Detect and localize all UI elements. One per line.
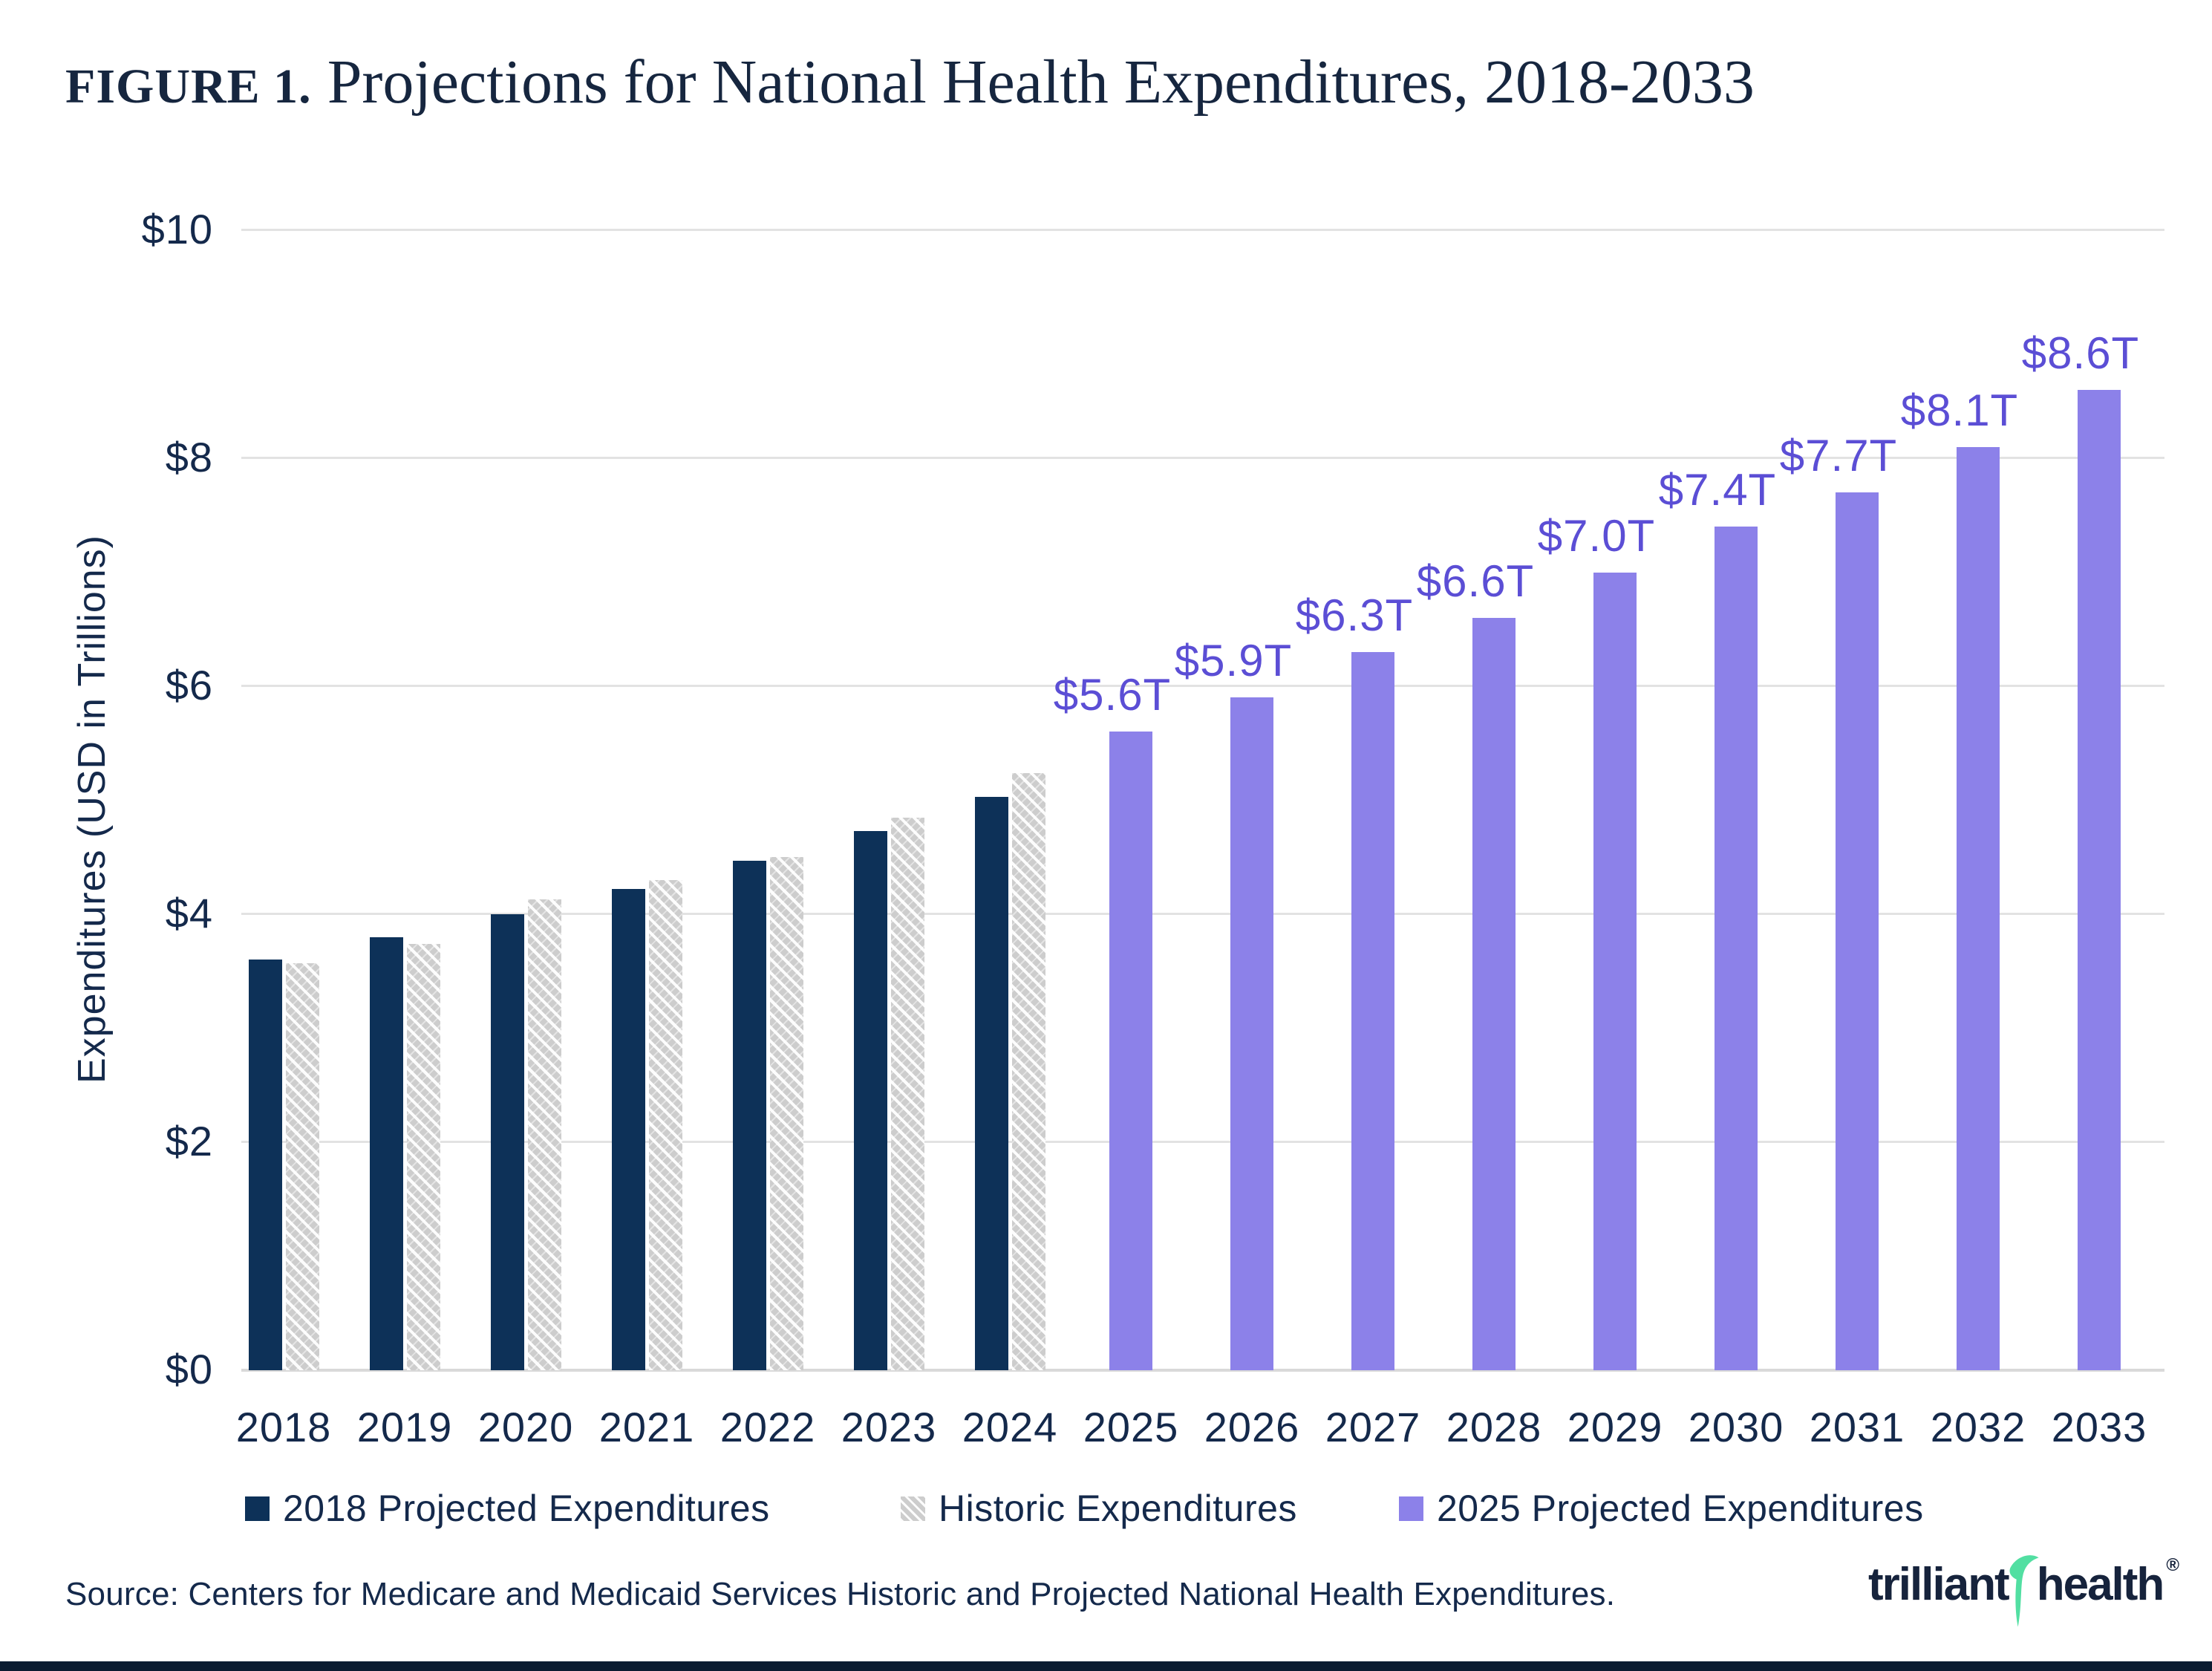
bar-2018-projected-2018 xyxy=(248,960,282,1370)
x-tick-2032: 2032 xyxy=(1930,1404,2026,1450)
bar-2018-projected-2024 xyxy=(974,796,1008,1370)
x-tick-2031: 2031 xyxy=(1809,1404,1905,1450)
data-label-2026: $5.9T xyxy=(1174,636,1293,686)
x-tick-2025: 2025 xyxy=(1083,1404,1179,1450)
data-label-2033: $8.6T xyxy=(2021,328,2140,378)
legend-swatch-purple xyxy=(1399,1496,1423,1521)
trilliant-health-logo: trilliant health ® xyxy=(1868,1554,2179,1627)
data-label-2025: $5.6T xyxy=(1053,670,1172,720)
x-tick-2018: 2018 xyxy=(235,1404,332,1450)
footer-accent-bar xyxy=(0,1661,2212,1671)
data-label-2030: $7.4T xyxy=(1658,465,1777,515)
gridline-8 xyxy=(241,457,2164,459)
y-tick-2: $2 xyxy=(165,1118,213,1165)
bar-2018-projected-2020 xyxy=(490,914,524,1370)
bar-historic-2018 xyxy=(285,963,319,1370)
x-tick-2028: 2028 xyxy=(1446,1404,1542,1450)
bar-2025-projected-2031 xyxy=(1836,492,1879,1370)
legend-swatch-navy xyxy=(245,1496,270,1521)
data-label-2027: $6.3T xyxy=(1295,590,1414,640)
y-tick-8: $8 xyxy=(165,434,213,481)
x-tick-2030: 2030 xyxy=(1688,1404,1784,1450)
gridline-4 xyxy=(241,913,2164,915)
bar-2025-projected-2025 xyxy=(1109,732,1152,1370)
legend-item-navy: 2018 Projected Expenditures xyxy=(245,1487,770,1530)
x-tick-2026: 2026 xyxy=(1204,1404,1300,1450)
gridline-6 xyxy=(241,685,2164,687)
bar-2025-projected-2033 xyxy=(2078,389,2121,1370)
logo-word-trilliant: trilliant xyxy=(1868,1559,2010,1610)
bar-2018-projected-2022 xyxy=(732,860,766,1370)
legend-label: 2025 Projected Expenditures xyxy=(1437,1488,1924,1529)
bar-2025-projected-2029 xyxy=(1593,572,1637,1370)
bar-historic-2021 xyxy=(648,879,682,1370)
legend-label: Historic Expenditures xyxy=(939,1488,1297,1529)
bar-2025-projected-2030 xyxy=(1715,527,1758,1370)
legend-label: 2018 Projected Expenditures xyxy=(283,1488,770,1529)
bar-historic-2022 xyxy=(769,857,803,1370)
bar-2018-projected-2021 xyxy=(611,889,645,1370)
x-tick-2022: 2022 xyxy=(720,1404,816,1450)
logo-swoosh-icon xyxy=(2009,1554,2039,1627)
bar-2018-projected-2019 xyxy=(369,937,403,1370)
gridline-2 xyxy=(241,1141,2164,1143)
bar-2018-projected-2023 xyxy=(853,830,887,1370)
legend-item-purple: 2025 Projected Expenditures xyxy=(1399,1487,1924,1530)
x-tick-2027: 2027 xyxy=(1325,1404,1421,1450)
legend-item-hatch: Historic Expenditures xyxy=(901,1487,1297,1530)
bar-2025-projected-2032 xyxy=(1957,446,2000,1370)
x-tick-2019: 2019 xyxy=(356,1404,453,1450)
y-tick-4: $4 xyxy=(165,890,213,937)
x-tick-2024: 2024 xyxy=(962,1404,1058,1450)
figure-title: FIGURE 1. Projections for National Healt… xyxy=(65,46,1755,118)
x-tick-2020: 2020 xyxy=(477,1404,574,1450)
legend-swatch-hatch xyxy=(901,1496,925,1521)
x-tick-2021: 2021 xyxy=(598,1404,695,1450)
bar-historic-2024 xyxy=(1011,772,1045,1370)
data-label-2029: $7.0T xyxy=(1537,510,1656,561)
y-axis-title: Expenditures (USD in Trillions) xyxy=(71,535,114,1084)
bar-historic-2023 xyxy=(890,817,924,1370)
gridline-0 xyxy=(241,1369,2164,1372)
x-tick-2029: 2029 xyxy=(1567,1404,1663,1450)
y-tick-0: $0 xyxy=(165,1346,213,1392)
x-tick-2033: 2033 xyxy=(2051,1404,2147,1450)
gridline-10 xyxy=(241,229,2164,231)
figure-label: FIGURE 1. xyxy=(65,59,312,114)
bar-2025-projected-2027 xyxy=(1351,651,1394,1370)
data-label-2028: $6.6T xyxy=(1416,556,1535,606)
bar-2025-projected-2028 xyxy=(1472,617,1516,1370)
y-tick-6: $6 xyxy=(165,662,213,709)
registered-trademark-icon: ® xyxy=(2166,1554,2179,1575)
figure-title-text: Projections for National Health Expendit… xyxy=(311,48,1755,117)
bar-2025-projected-2026 xyxy=(1230,697,1273,1370)
logo-word-health: health xyxy=(2036,1559,2165,1610)
source-note: Source: Centers for Medicare and Medicai… xyxy=(65,1576,1616,1612)
bar-historic-2019 xyxy=(406,943,440,1370)
bar-historic-2020 xyxy=(527,899,561,1370)
y-axis-title-wrap: Expenditures (USD in Trillions) xyxy=(65,416,119,1203)
data-label-2032: $8.1T xyxy=(1900,385,2019,435)
y-tick-10: $10 xyxy=(141,206,213,253)
x-tick-2023: 2023 xyxy=(841,1404,937,1450)
data-label-2031: $7.7T xyxy=(1779,431,1898,481)
